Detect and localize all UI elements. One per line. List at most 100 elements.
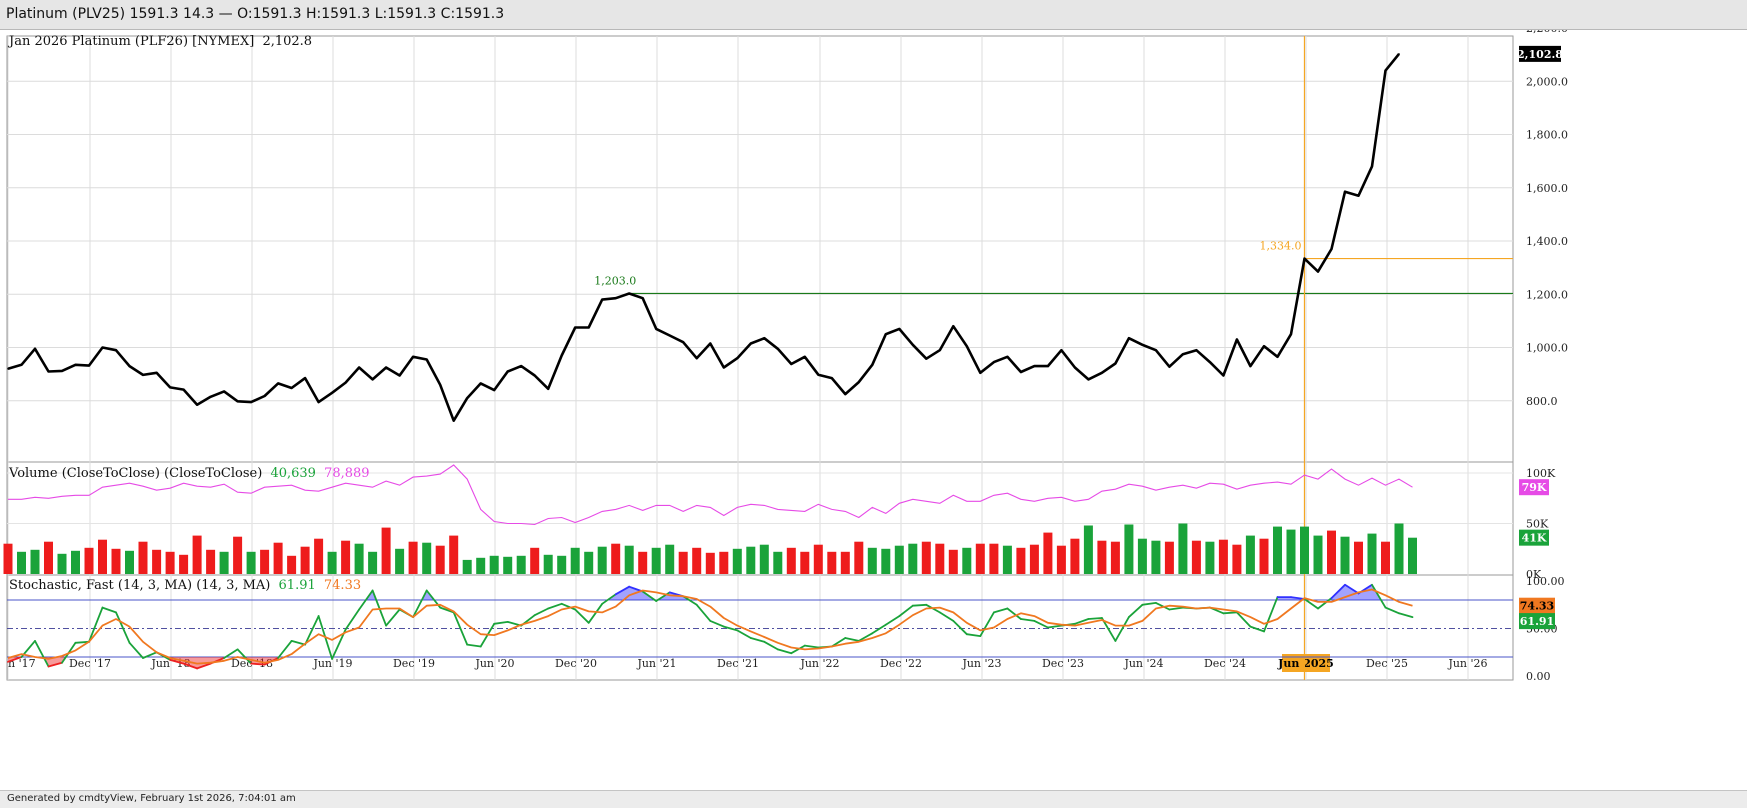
stochastic-k-segment: [736, 629, 752, 639]
chart-canvas[interactable]: n '17 Dec '17 Jun '18 Dec '18 Jun '19 Dec '19…: [0, 30, 1747, 790]
x-tick-label: Jun '23: [961, 657, 1001, 670]
y-tick-label: 1,000.0: [1526, 342, 1568, 355]
stochastic-k-segment: [223, 648, 239, 659]
volume-bar: [17, 551, 26, 574]
volume-bar: [692, 547, 702, 574]
stochastic-k-segment: [1128, 603, 1144, 618]
price-point: [1209, 361, 1211, 363]
price-point: [1330, 248, 1333, 250]
price-point: [844, 393, 847, 395]
volume-bar: [1097, 540, 1107, 574]
volume-bar: [138, 541, 148, 574]
price-point: [1357, 194, 1360, 197]
volume-bar: [395, 548, 405, 574]
price-point: [209, 396, 212, 398]
volume-bar: [908, 543, 918, 574]
y-tick-label: 0.00: [1526, 670, 1551, 683]
volume-bar: [3, 543, 13, 574]
stochastic-k-segment: [911, 603, 928, 607]
price-point: [425, 358, 428, 361]
volume-bar: [719, 551, 729, 574]
x-tick-label: Dec '25: [1366, 657, 1408, 670]
volume-bar: [530, 547, 540, 574]
volume-bar: [935, 543, 945, 574]
stochastic-k-segment: [128, 641, 144, 659]
volume-bar: [192, 535, 202, 574]
price-point: [371, 378, 374, 381]
volume-average-line: [8, 464, 1413, 526]
price-point: [1074, 366, 1076, 369]
last-price-badge-text: 2,102.8: [1517, 48, 1563, 61]
price-point: [939, 349, 941, 352]
volume-bar: [476, 557, 486, 574]
price-point: [533, 374, 536, 377]
volume-bar: [219, 551, 229, 574]
plot-area[interactable]: [6, 35, 1514, 681]
volume-bar: [1110, 541, 1120, 574]
volume-series-value: 40,639: [270, 466, 316, 481]
volume-bar: [611, 543, 621, 574]
price-point: [1195, 349, 1198, 352]
price-point: [614, 297, 617, 300]
price-point: [1114, 362, 1117, 365]
stochastic-panel[interactable]: [6, 574, 1514, 681]
price-point: [101, 346, 104, 349]
volume-bar: [1313, 535, 1323, 574]
price-point: [695, 357, 698, 360]
stochastic-d-value: 74.33: [324, 578, 361, 593]
y-tick-label: 1,200.0: [1526, 288, 1568, 301]
stochastic-k-segment: [7, 656, 23, 663]
price-point: [560, 354, 563, 357]
stochastic-k-segment: [115, 611, 131, 644]
stochastic-k-segment: [1020, 618, 1036, 622]
volume-average-badge-text: 79K: [1522, 481, 1547, 494]
volume-bar: [705, 552, 715, 574]
price-point: [601, 298, 603, 301]
volume-panel-label: Volume (CloseToClose) (CloseToClose) 40,…: [8, 466, 370, 481]
volume-bar: [813, 544, 823, 574]
stochastic-k-segment: [74, 640, 90, 644]
y-tick-label: 1,800.0: [1526, 129, 1568, 142]
volume-bar: [71, 550, 80, 574]
x-tick-label: Jun '20: [474, 657, 514, 670]
volume-bar: [773, 551, 783, 574]
stochastic-k-segment: [371, 589, 388, 627]
price-point: [1128, 337, 1130, 340]
y-tick-label: 50K: [1526, 518, 1549, 531]
volume-bar: [57, 553, 67, 574]
price-point: [1182, 353, 1184, 356]
price-point: [858, 381, 860, 383]
y-tick-label: 100K: [1526, 467, 1556, 480]
price-panel-label: Jan 2026 Platinum (PLF26) [NYMEX] 2,102.…: [7, 34, 312, 49]
volume-bar: [678, 551, 688, 574]
volume-bar: [503, 556, 513, 574]
volume-bar: [1354, 541, 1363, 574]
price-point: [1371, 165, 1373, 168]
stochastic-k-segment: [547, 602, 563, 610]
stochastic-k-segment: [142, 651, 158, 659]
volume-bar: [759, 544, 769, 574]
volume-bar: [1164, 541, 1174, 574]
stochastic-k-badge-text: 61.91: [1520, 615, 1554, 628]
x-tick-label: Jun 2025: [1277, 657, 1334, 670]
volume-bar: [1178, 523, 1188, 574]
volume-bar: [489, 555, 499, 574]
stochastic-k-segment: [493, 621, 509, 625]
volume-bar: [867, 547, 877, 574]
price-panel[interactable]: [6, 35, 1514, 463]
price-point: [641, 297, 644, 300]
price-point: [979, 372, 982, 374]
price-point: [1344, 190, 1346, 193]
volume-bar: [1029, 544, 1039, 574]
oversold-shading: [244, 657, 279, 665]
volume-bar: [381, 527, 391, 574]
stochastic-k-segment: [601, 593, 617, 605]
volume-bar: [246, 551, 256, 574]
stochastic-k-segment: [358, 589, 374, 611]
price-point: [520, 365, 522, 367]
stochastic-k-segment: [722, 625, 739, 632]
price-point: [993, 361, 995, 363]
volume-bar: [651, 547, 661, 574]
stochastic-k-badge: [1519, 613, 1555, 630]
price-point: [7, 368, 9, 370]
